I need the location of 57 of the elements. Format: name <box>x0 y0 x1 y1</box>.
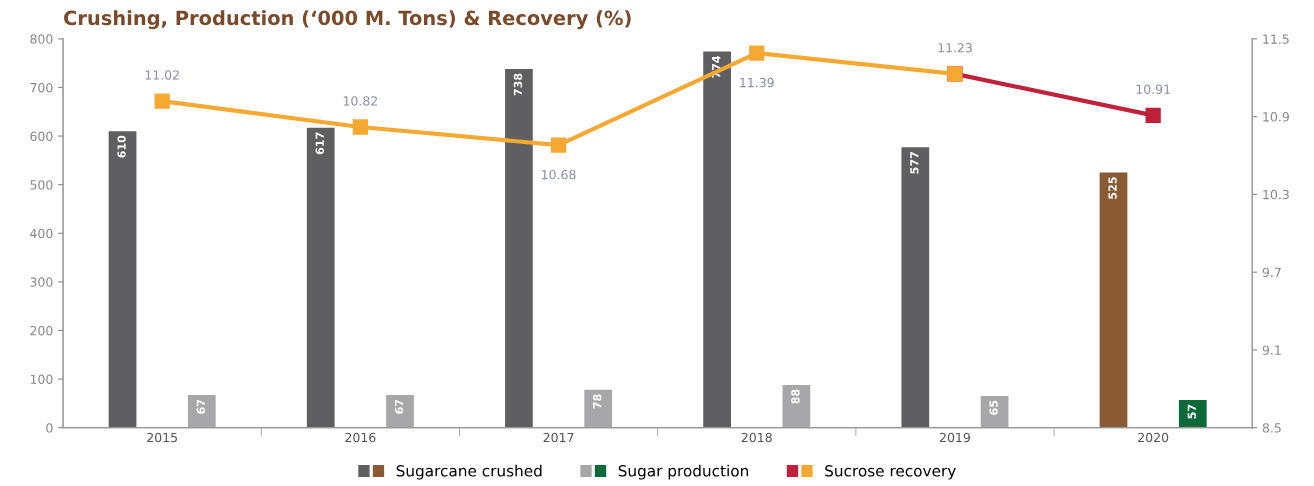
data-label: 525 <box>1108 177 1117 199</box>
x-tick-label: 2018 <box>741 432 772 443</box>
data-label: 617 <box>315 132 324 155</box>
data-label: 67 <box>394 399 404 414</box>
data-label: 11.23 <box>938 43 972 53</box>
data-label: 67 <box>196 399 206 414</box>
point <box>352 119 369 135</box>
point <box>154 93 170 109</box>
bar <box>306 127 335 428</box>
data-label: 78 <box>593 394 602 409</box>
x-tick-label: 2016 <box>345 432 376 443</box>
legend-label: Sugar production <box>618 464 749 480</box>
chart-title: Crushing, Production (‘000 M. Tons) & Recovery (%) <box>64 10 631 30</box>
data-label: 65 <box>989 400 998 415</box>
x-tick-label: 2017 <box>543 432 574 443</box>
y-tick-label: 100 <box>30 374 53 385</box>
legend-label: Sucrose recovery <box>825 465 956 480</box>
y-tick-label: 400 <box>30 228 53 239</box>
bar <box>901 147 930 428</box>
bar <box>108 131 137 428</box>
y-tick-label: 500 <box>30 180 53 190</box>
bar <box>1178 399 1207 428</box>
y-tick-label: 300 <box>30 277 53 287</box>
data-label: 10.68 <box>542 169 576 180</box>
bar <box>505 69 533 428</box>
y-tick-label: 800 <box>30 34 53 44</box>
bar <box>187 395 216 428</box>
y-tick-label: 0 <box>46 423 53 433</box>
y-tick-label: 700 <box>30 82 53 93</box>
y2-tick-label: 9.1 <box>1262 345 1281 355</box>
point <box>1145 107 1161 123</box>
point <box>749 45 765 61</box>
bar <box>584 389 613 428</box>
y2-tick-label: 8.5 <box>1262 423 1281 433</box>
x-tick-label: 2019 <box>939 432 970 443</box>
point <box>550 137 567 153</box>
y-tick-label: 600 <box>30 131 53 142</box>
data-label: 88 <box>791 389 800 404</box>
bar <box>1099 172 1128 428</box>
data-label: 57 <box>1187 404 1197 419</box>
bar <box>703 51 731 428</box>
x-tick-label: 2015 <box>147 432 177 443</box>
data-label: 11.39 <box>740 77 774 88</box>
legend-label: Sugarcane crushed <box>396 464 542 480</box>
data-label: 738 <box>513 73 523 96</box>
y2-tick-label: 10.3 <box>1263 189 1289 200</box>
data-label: 577 <box>910 152 919 174</box>
y2-tick-label: 9.7 <box>1262 267 1281 278</box>
data-label: 610 <box>117 135 126 158</box>
y-tick-label: 200 <box>30 325 53 336</box>
data-label: 11.02 <box>145 70 179 80</box>
bar <box>386 395 414 428</box>
data-label: 10.82 <box>343 96 378 106</box>
data-label: 10.91 <box>1136 84 1170 94</box>
y2-tick-label: 10.9 <box>1263 112 1289 122</box>
x-tick-label: 2020 <box>1138 432 1169 443</box>
y2-tick-label: 11.5 <box>1263 34 1289 44</box>
